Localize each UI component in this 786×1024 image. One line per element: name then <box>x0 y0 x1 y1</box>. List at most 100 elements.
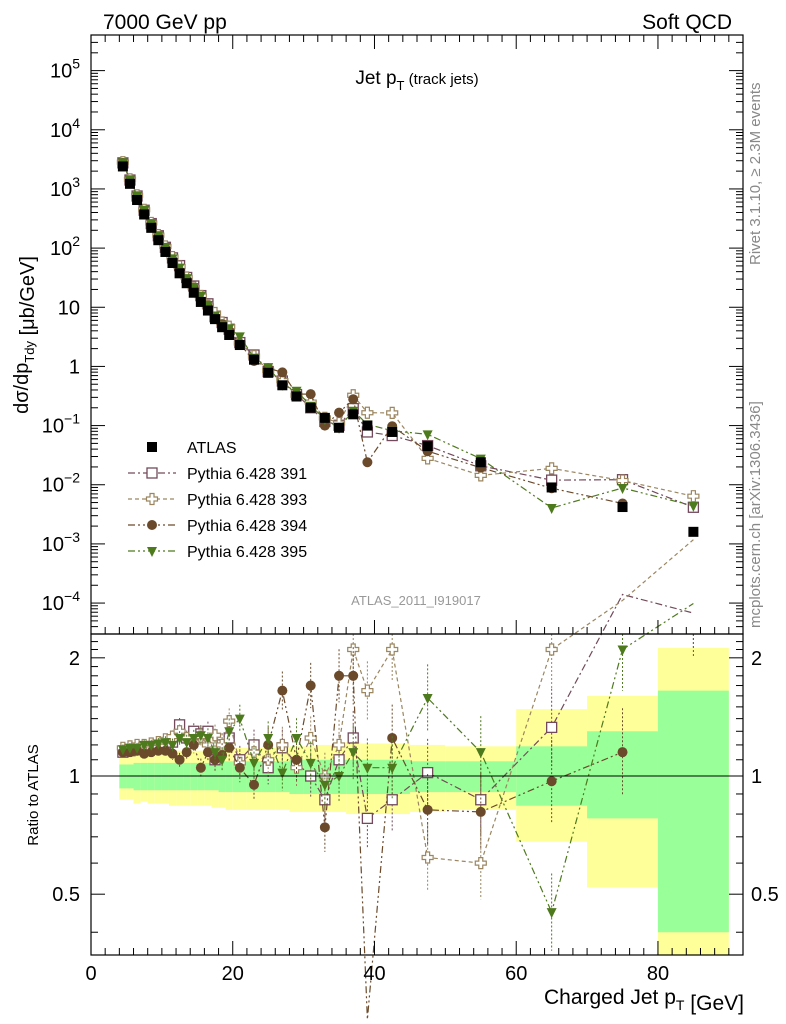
ratio-plot-panel <box>91 539 743 1020</box>
ratio-point <box>332 738 346 752</box>
data-point <box>617 483 628 494</box>
atlas-point <box>387 426 398 437</box>
series-4 <box>117 158 699 514</box>
band-inner <box>147 762 155 791</box>
band-inner <box>161 762 169 791</box>
ratio-point <box>546 721 558 734</box>
ratio-series-4 <box>117 603 694 951</box>
ratio-point <box>249 758 259 769</box>
band-inner <box>183 762 191 791</box>
atlas-series <box>117 161 699 537</box>
data-point <box>687 490 700 503</box>
ratio-point <box>386 794 398 806</box>
ratio-point <box>546 776 557 787</box>
band-inner <box>225 761 233 793</box>
band-inner <box>204 762 212 791</box>
x-tick-label: 60 <box>505 963 527 985</box>
data-point <box>546 503 557 514</box>
atlas-point <box>146 222 157 233</box>
atlas-point <box>195 296 206 307</box>
data-point <box>361 406 374 419</box>
ratio-point <box>234 762 245 773</box>
atlas-point <box>160 246 171 257</box>
header-right: Soft QCD <box>642 11 732 34</box>
ratio-point <box>334 772 345 783</box>
ratio-point <box>249 779 259 790</box>
atlas-point <box>217 322 228 333</box>
ratio-point <box>305 758 316 769</box>
atlas-point <box>174 268 185 279</box>
band-inner <box>133 762 141 791</box>
ratio-point <box>217 755 228 766</box>
ratio-tick-label: 1 <box>69 766 80 788</box>
atlas-point <box>202 305 213 316</box>
ratio-series-line <box>122 603 694 914</box>
legend-item: Pythia 6.428 394 <box>128 518 307 535</box>
x-axis-label: Charged Jet pT [GeV] <box>544 986 744 1015</box>
ratio-point <box>263 739 274 750</box>
chart-title: Jet pT (track jets) <box>355 68 478 93</box>
legend-marker <box>147 547 157 557</box>
ratio-point <box>546 908 557 919</box>
ratio-point <box>475 806 486 817</box>
atlas-point <box>132 195 143 206</box>
band-inner <box>154 762 162 791</box>
ratio-point <box>263 733 274 744</box>
ratio-point <box>277 768 288 779</box>
atlas-point <box>263 367 274 378</box>
ratio-point <box>146 740 157 751</box>
legend-marker <box>147 520 157 530</box>
legend-marker <box>147 442 157 452</box>
ratio-point <box>475 748 486 759</box>
ratio-point <box>334 670 345 681</box>
legend-label: Pythia 6.428 394 <box>187 518 307 535</box>
ratio-point <box>195 762 206 773</box>
atlas-point <box>291 391 302 402</box>
ratio-point <box>361 812 374 825</box>
ratio-point <box>474 857 487 870</box>
band-inner <box>211 762 219 791</box>
ratio-point <box>124 743 135 754</box>
atlas-point <box>422 441 433 452</box>
legend-marker <box>145 492 159 506</box>
ratio-point <box>132 743 143 754</box>
atlas-point <box>688 526 699 537</box>
atlas-point <box>181 278 192 289</box>
data-point <box>334 407 345 418</box>
ratio-point <box>387 763 398 774</box>
ratio-series-3 <box>117 647 628 1020</box>
y-tick-label: 10−3 <box>42 529 80 556</box>
ratio-point <box>386 643 399 656</box>
band-inner <box>176 762 184 791</box>
ratio-point <box>210 754 221 765</box>
ratio-point <box>224 742 235 753</box>
ratio-point <box>421 851 434 864</box>
legend-label: Pythia 6.428 395 <box>187 544 307 561</box>
ratio-point <box>153 745 164 756</box>
atlas-point <box>139 209 150 220</box>
main-plot-panel <box>116 156 700 537</box>
y-tick-label: 103 <box>50 174 80 201</box>
x-tick-label: 40 <box>363 963 385 985</box>
ratio-point <box>202 733 213 744</box>
atlas-point <box>305 402 316 413</box>
ratio-point <box>234 714 245 725</box>
band-inner <box>168 762 177 791</box>
atlas-point <box>234 340 245 351</box>
ratio-point <box>181 747 192 758</box>
atlas-point <box>334 422 345 433</box>
data-point <box>348 394 359 405</box>
y-tick-label: 10−2 <box>42 470 80 497</box>
y-tick-label: 105 <box>50 56 80 83</box>
ratio-point <box>305 680 316 691</box>
atlas-point <box>124 178 135 189</box>
y-tick-label: 1 <box>69 356 80 378</box>
header-left: 7000 GeV pp <box>103 11 227 34</box>
atlas-point <box>348 409 359 420</box>
y-tick-label: 102 <box>50 233 80 260</box>
data-point <box>234 332 245 343</box>
ratio-point <box>167 740 178 751</box>
atlas-point <box>153 235 164 246</box>
band-inner <box>140 762 148 791</box>
atlas-point <box>224 329 235 340</box>
